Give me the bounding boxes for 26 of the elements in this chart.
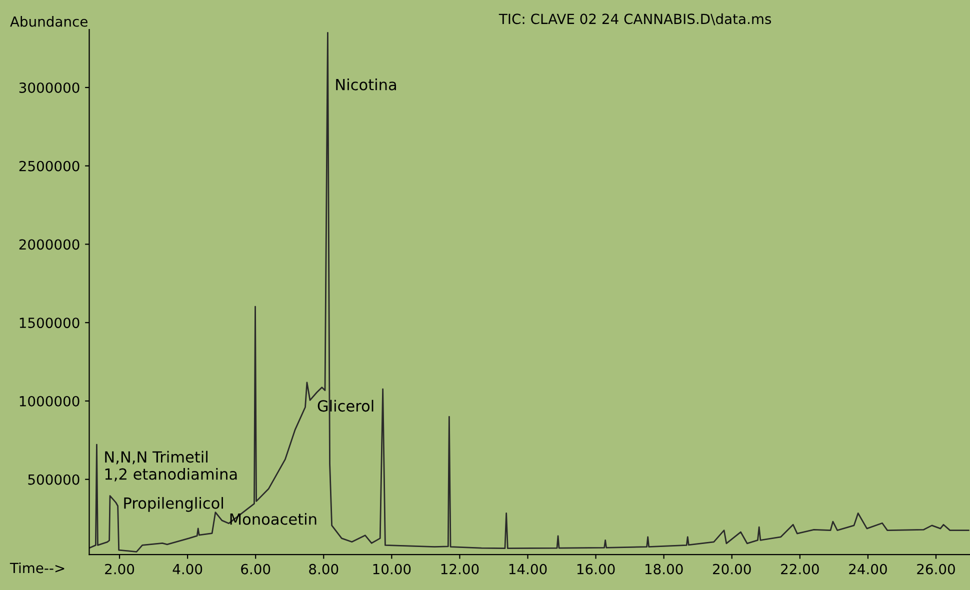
x-tick-label: 26.00: [917, 564, 955, 574]
x-tick-label: 20.00: [713, 564, 751, 574]
y-tick-label: 2000000: [19, 239, 80, 250]
y-tick-label: 1000000: [20, 396, 80, 406]
x-tick-label: 10.00: [373, 564, 411, 574]
annotation: Propilenglicol: [124, 497, 223, 512]
y-tick-label: 500000: [28, 474, 80, 485]
x-tick-label: 6.00: [241, 564, 270, 574]
y-tick-label: 1500000: [20, 318, 80, 328]
line-series: [89, 32, 970, 552]
x-axis-title: Time-->: [10, 562, 64, 574]
y-axis-title: Abundance: [10, 16, 88, 27]
chart-title: TIC: CLAVE 02 24 CANNABIS.D\data.ms: [498, 13, 772, 26]
x-tick-label: 12.00: [441, 564, 479, 574]
annotation: N,N,N Trimetil 1,2 etanodiamina: [105, 450, 237, 482]
x-tick-label: 24.00: [849, 564, 887, 574]
x-tick-label: 16.00: [577, 564, 615, 574]
x-tick-label: 14.00: [509, 564, 547, 574]
y-tick-label: 2500000: [19, 160, 80, 172]
x-tick-label: 2.00: [105, 564, 134, 574]
x-tick-label: 8.00: [309, 564, 338, 574]
x-tick-label: 18.00: [645, 564, 683, 574]
y-tick-label: 3000000: [19, 82, 80, 93]
x-tick-label: 4.00: [172, 564, 202, 574]
x-tick-label: 22.00: [781, 564, 819, 574]
annotation: Nicotina: [336, 78, 396, 90]
